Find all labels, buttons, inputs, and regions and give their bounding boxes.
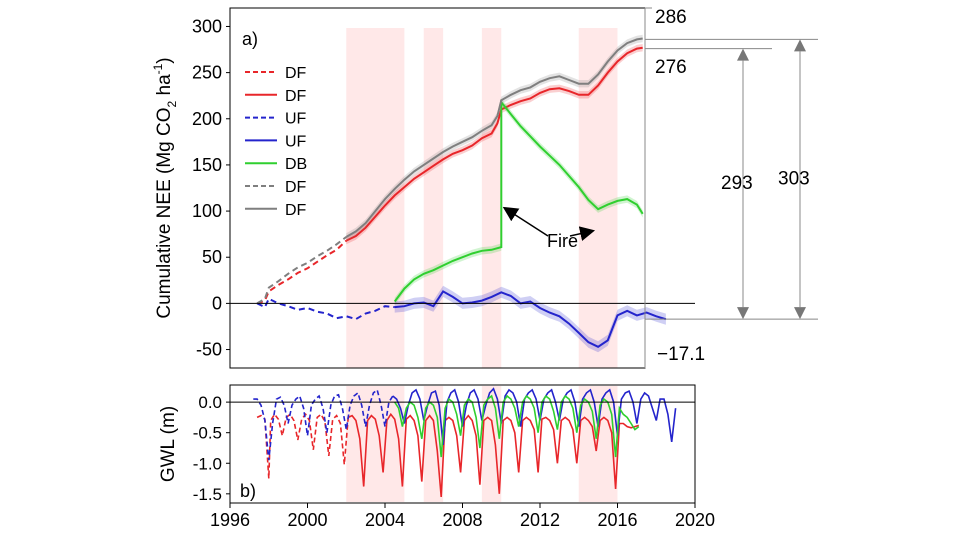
xtick-label: 2000 — [287, 510, 327, 530]
series-line-uf-dashed — [256, 297, 395, 321]
value-minus17-label: −17.1 — [657, 344, 705, 365]
ytick-label-b: -0.5 — [193, 424, 222, 443]
series-line-db-solid — [393, 99, 644, 303]
legend-label-5: DF — [285, 179, 307, 196]
ytick-label-a: 300 — [192, 16, 222, 36]
gwl-line-uf-dashed — [253, 388, 394, 461]
legend-label-0: DF — [285, 65, 307, 82]
ytick-label-a: 100 — [192, 201, 222, 221]
value-276-label: 276 — [655, 57, 687, 78]
gap-arrowhead-303-bottom — [794, 307, 806, 320]
series-line-df-dashed — [256, 239, 347, 305]
panel-b-ylabel: GWL (m) — [158, 406, 179, 482]
uncertainty-band-df-1 — [346, 44, 643, 245]
series-line-df-solid — [345, 37, 643, 238]
annotations — [502, 7, 818, 368]
gap-arrowhead-293-bottom — [737, 307, 749, 320]
shade-b-0 — [346, 386, 405, 502]
value-286-label: 286 — [655, 7, 687, 28]
gwl-line-df-solid — [347, 412, 640, 497]
shade-a-1 — [423, 28, 444, 368]
shade-b-3 — [578, 386, 618, 502]
uncertainty-band-db-4 — [394, 98, 643, 306]
legend-label-3: UF — [285, 133, 307, 150]
series-line-df-dashed — [256, 236, 347, 305]
gwl-line-uf-solid — [392, 387, 677, 445]
fire-arrow-2010 — [502, 206, 549, 237]
ytick-label-a: 0 — [212, 293, 222, 313]
shade-b-1 — [423, 386, 444, 502]
gap-303-label: 303 — [778, 168, 810, 189]
xtick-label: 2004 — [365, 510, 405, 530]
gap-arrowhead-303-top — [794, 39, 806, 52]
series-line-df-solid — [345, 46, 643, 242]
xtick-label: 2016 — [597, 510, 637, 530]
legend-label-6: DF — [285, 202, 307, 219]
panel-a-series — [256, 34, 667, 353]
xtick-label: 1996 — [210, 510, 250, 530]
gap-293-label: 293 — [721, 173, 753, 194]
panel-a-label: a) — [242, 29, 258, 49]
ytick-label-a: 150 — [192, 155, 222, 175]
panel-a-ylabel: Cumulative NEE (Mg CO2 ha-1) — [151, 57, 179, 318]
series-line-uf-solid — [394, 290, 667, 348]
ytick-label-a: 200 — [192, 109, 222, 129]
fire-label: Fire — [547, 231, 578, 251]
ytick-label-b: -1.5 — [193, 485, 222, 504]
shade-a-2 — [481, 28, 502, 368]
xtick-label: 2012 — [520, 510, 560, 530]
axes: -50 0 50 100 150 200 250 300 0.0 -0.5 -1.0 -1.5 1996… — [192, 16, 715, 530]
legend-label-2: UF — [285, 111, 307, 128]
ytick-label-b: -1.0 — [193, 454, 222, 473]
fire-arrow-2015 — [569, 226, 596, 242]
panel-b-label: b) — [240, 481, 256, 501]
ytick-label-a: 50 — [202, 247, 222, 267]
xtick-label: 2020 — [675, 510, 715, 530]
xtick-label: 2008 — [442, 510, 482, 530]
gwl-line-db-solid — [394, 394, 640, 458]
ytick-label-a: -50 — [196, 340, 222, 360]
ytick-label-b: 0.0 — [198, 393, 222, 412]
legend: DF DF UF UF DB DF DF — [245, 65, 307, 219]
panel-b-series — [253, 387, 677, 497]
ytick-label-a: 250 — [192, 63, 222, 83]
gap-arrowhead-293-top — [737, 48, 749, 61]
legend-label-1: DF — [285, 88, 307, 105]
legend-label-4: DB — [285, 156, 307, 173]
